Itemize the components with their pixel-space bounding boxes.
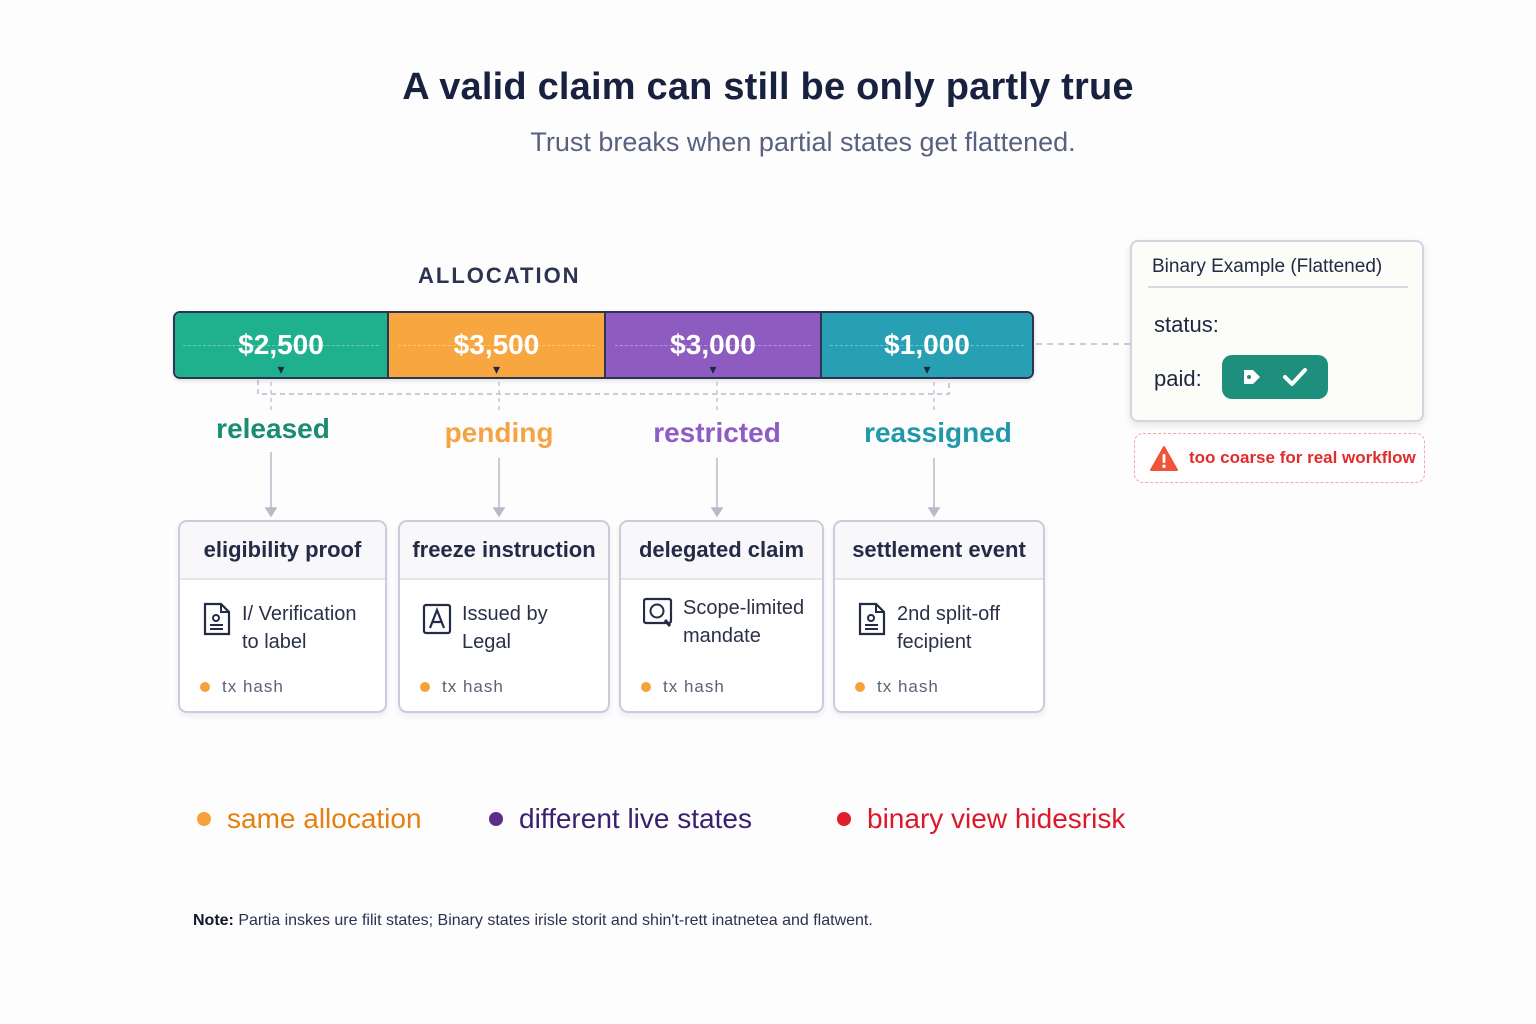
card-title: eligibility proof	[180, 522, 385, 580]
tx-hash-label: tx hash	[222, 677, 284, 696]
tx-hash-label: tx hash	[442, 677, 504, 696]
legend-dot	[197, 812, 211, 826]
card-detail-line: Legal	[462, 631, 511, 653]
legend-different-live-states: different live states	[489, 803, 752, 835]
card-detail-line: mandate	[683, 625, 761, 647]
page-title: A valid claim can still be only partly t…	[402, 66, 1134, 108]
segment-amount: $1,000	[884, 329, 970, 360]
tx-hash-label: tx hash	[877, 677, 939, 696]
segment-amount: $3,500	[453, 329, 540, 360]
segment-restricted[interactable]: $3,000 ▾	[606, 313, 822, 377]
paid-label: paid:	[1154, 366, 1202, 391]
segment-pending[interactable]: $3,500 ▾	[389, 313, 606, 377]
note-label: Note:	[193, 912, 234, 929]
card-detail-line: Issued by	[462, 603, 548, 625]
card-title: delegated claim	[621, 522, 822, 580]
state-label-released: released	[216, 413, 330, 444]
status-dot	[420, 682, 430, 692]
binary-example-panel: Binary Example (Flattened) status: paid:	[1130, 240, 1424, 422]
allocation-label: ALLOCATION	[418, 263, 581, 288]
tx-hash-link[interactable]: tx hash	[855, 677, 939, 697]
card-detail-line: I/ Verification	[242, 603, 357, 625]
notch-marker-icon: ▾	[709, 361, 717, 377]
legend-dot	[489, 812, 503, 826]
notch-marker-icon: ▾	[492, 361, 501, 377]
status-dot	[855, 682, 865, 692]
legend-label: binary view hidesrisk	[867, 803, 1126, 834]
divider	[1148, 286, 1408, 288]
legend-label: same allocation	[227, 803, 422, 834]
legend-dot	[837, 812, 851, 826]
warning-callout: too coarse for real workflow	[1134, 433, 1425, 483]
card-freeze-instruction[interactable]: freeze instruction Issued by Legal tx ha…	[398, 520, 610, 713]
state-label-reassigned: reassigned	[864, 417, 1012, 448]
legend-same-allocation: same allocation	[197, 803, 422, 835]
card-delegated-claim[interactable]: delegated claim Scope-limited mandate tx…	[619, 520, 824, 713]
card-title: settlement event	[835, 522, 1043, 580]
status-dot	[200, 682, 210, 692]
tx-hash-link[interactable]: tx hash	[641, 677, 725, 697]
paid-toggle-button[interactable]	[1222, 355, 1328, 399]
card-detail-line: 2nd split-off	[897, 603, 1001, 625]
card-settlement-event[interactable]: settlement event 2nd split-off fecipient…	[833, 520, 1045, 713]
legend-label: different live states	[519, 803, 752, 834]
notch-marker-icon: ▾	[923, 361, 931, 377]
status-label: status:	[1154, 312, 1219, 337]
document-icon	[858, 602, 886, 636]
check-icon	[1283, 368, 1307, 386]
card-detail-line: Scope-limited	[683, 597, 805, 619]
document-icon	[203, 602, 231, 636]
tx-hash-link[interactable]: tx hash	[420, 677, 504, 697]
footnote: Note: Partia inskes ure filit states; Bi…	[193, 912, 873, 930]
seal-icon	[643, 597, 673, 627]
card-detail-line: fecipient	[897, 631, 972, 653]
card-eligibility-proof[interactable]: eligibility proof I/ Verification to lab…	[178, 520, 387, 713]
tag-icon	[1244, 370, 1260, 384]
note-text: Partia inskes ure filit states; Binary s…	[238, 912, 873, 929]
status-dot	[641, 682, 651, 692]
card-detail-line: to label	[242, 631, 307, 653]
page-subtitle: Trust breaks when partial states get fla…	[530, 127, 1076, 157]
card-title: freeze instruction	[400, 522, 608, 580]
segment-amount: $3,000	[670, 329, 756, 360]
segment-amount: $2,500	[238, 329, 324, 360]
segment-released[interactable]: $2,500 ▾	[175, 313, 389, 377]
segment-reassigned[interactable]: $1,000 ▾	[822, 313, 1032, 377]
warning-text: too coarse for real workflow	[1189, 448, 1416, 467]
tx-hash-link[interactable]: tx hash	[200, 677, 284, 697]
legend-binary-view-hides-risk: binary view hidesrisk	[837, 803, 1125, 835]
warning-icon	[1150, 445, 1178, 471]
legal-icon	[422, 603, 452, 635]
allocation-bar: $2,500 ▾ $3,500 ▾ $3,000 ▾ $1,000 ▾	[173, 311, 1034, 379]
tx-hash-label: tx hash	[663, 677, 725, 696]
notch-marker-icon: ▾	[277, 361, 285, 377]
state-label-pending: pending	[444, 417, 554, 448]
state-label-restricted: restricted	[653, 417, 781, 448]
binary-title: Binary Example (Flattened)	[1152, 256, 1383, 277]
